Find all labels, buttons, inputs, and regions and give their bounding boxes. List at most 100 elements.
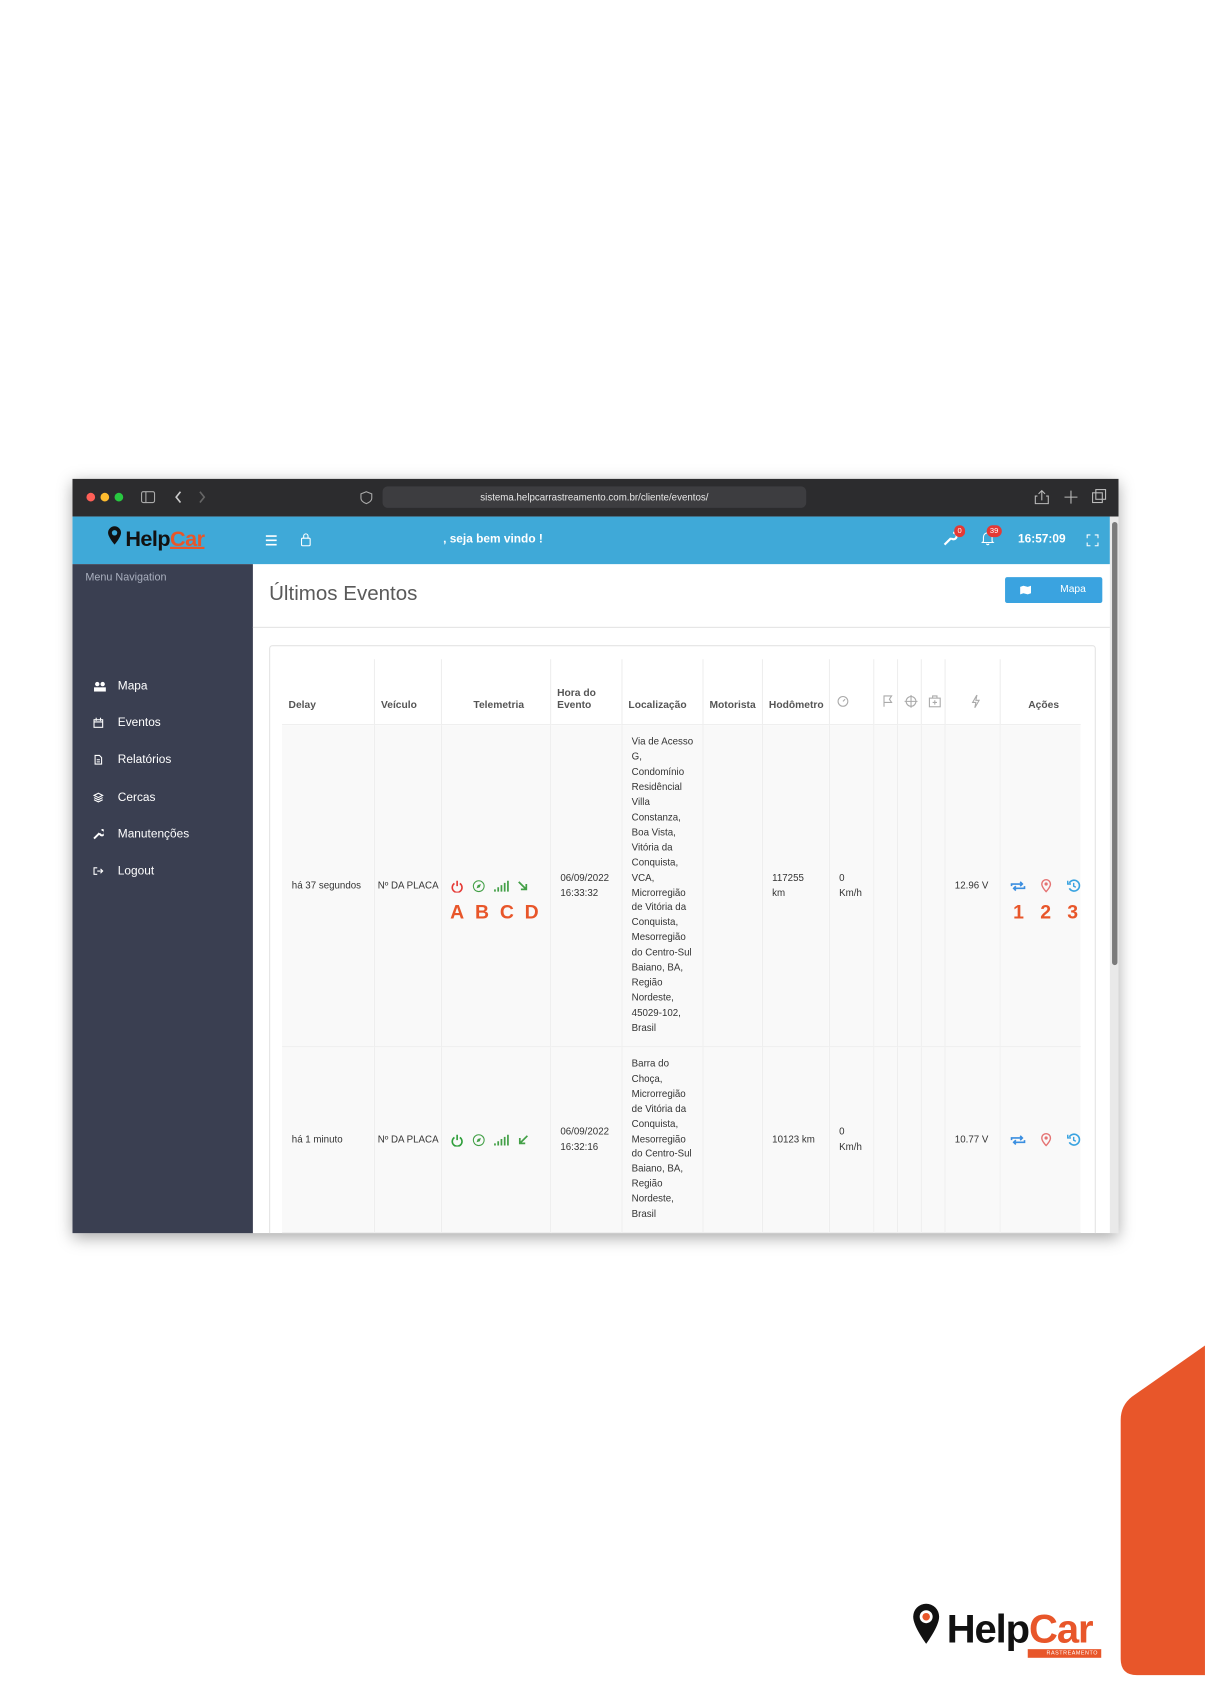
icon-part	[1034, 489, 1049, 505]
clock: 16:57:09	[1018, 532, 1066, 546]
telemetry-icons	[450, 879, 549, 893]
sidebar-item[interactable]: Logout	[72, 855, 252, 887]
icon-part	[94, 687, 106, 692]
icon-part	[1010, 1134, 1025, 1145]
icon-part	[472, 879, 485, 892]
odometer-cell: 117255 km	[761, 724, 829, 1047]
icon-part	[1068, 879, 1081, 892]
sidebar-item[interactable]: Eventos	[72, 707, 252, 739]
fullscreen-icon[interactable]	[1086, 534, 1099, 547]
action-icons[interactable]	[1009, 1132, 1081, 1147]
sidebar-item-label: Cercas	[117, 790, 156, 804]
case-cell	[920, 1046, 945, 1233]
icon-part	[931, 695, 937, 705]
voltage-cell: 12.96 V	[943, 724, 1000, 1047]
icon-part	[837, 695, 848, 707]
icon-part	[1020, 585, 1031, 595]
th-target-icon	[896, 659, 921, 725]
table-card	[269, 645, 1096, 1234]
icon-part	[111, 530, 118, 536]
browser-window: sistema.helpcarrastreamento.com.br/clien…	[72, 478, 1119, 1234]
annotation-letter: C	[499, 900, 514, 923]
icon-part	[1044, 1136, 1049, 1140]
icon-part	[472, 1133, 485, 1146]
icon-part	[518, 1134, 528, 1144]
events-table: Delay Veículo Telemetria Hora do Evento …	[282, 659, 1081, 1234]
icon-part	[472, 1133, 485, 1146]
icon-part	[928, 695, 941, 708]
icon-part	[94, 755, 103, 766]
sidebar-item[interactable]: Relatórios	[72, 744, 252, 776]
icon-part	[300, 537, 311, 547]
empty-cell	[282, 1232, 374, 1234]
icon-part	[93, 719, 104, 729]
icon-part	[1041, 878, 1052, 893]
empty-cell	[549, 1232, 622, 1234]
annotation-number: 2	[1040, 900, 1052, 923]
th-actions: Ações	[999, 659, 1081, 725]
map-button[interactable]: Mapa	[1005, 577, 1103, 604]
welcome-text: , seja bem vindo !	[443, 532, 543, 546]
icon-part	[882, 695, 893, 707]
icon-part	[114, 492, 124, 502]
url-bar[interactable]: sistema.helpcarrastreamento.com.br/clien…	[382, 486, 807, 508]
footer-logo-pin	[913, 1603, 940, 1644]
menu-icon[interactable]	[264, 533, 279, 548]
sidebar-item[interactable]: Cercas	[72, 781, 252, 813]
th-delay: Delay	[288, 699, 316, 712]
empty-cell	[828, 1232, 874, 1234]
empty-cell	[872, 1232, 897, 1234]
sidebar-item[interactable]: Mapa	[72, 670, 252, 702]
th-case-icon	[920, 659, 945, 725]
icon-part	[1120, 1345, 1205, 1676]
icon-part	[1067, 1134, 1077, 1142]
empty-cell	[373, 1232, 441, 1234]
sidebar-item-label: Eventos	[117, 716, 161, 730]
th-telemetry: Telemetria	[440, 659, 551, 725]
icon-part	[493, 880, 509, 892]
odometer-cell: 10123 km	[761, 1046, 829, 1233]
icon-part	[493, 880, 509, 892]
icon-part	[837, 695, 848, 707]
icon-part	[450, 1136, 463, 1147]
footer-logo: HelpCar RASTREAMENTO	[911, 1599, 1116, 1664]
map-icon	[1020, 585, 1031, 595]
browser-titlebar: sistema.helpcarrastreamento.com.br/clien…	[72, 478, 1119, 517]
icon-part	[450, 880, 463, 893]
case-cell	[920, 724, 945, 1047]
page-title: Últimos Eventos	[269, 582, 418, 606]
icon-part	[141, 491, 156, 504]
annotation-letter: B	[474, 900, 490, 923]
sidebar-item-label: Manutenções	[117, 827, 190, 841]
sidebar-item-label: Mapa	[117, 679, 148, 693]
speed-cell: 0 Km/h	[828, 724, 874, 1047]
icon-part	[1041, 1132, 1052, 1147]
icon-part	[265, 535, 277, 546]
icon-part	[95, 681, 100, 687]
map-button-label: Mapa	[1060, 583, 1086, 596]
lock-icon[interactable]	[299, 532, 312, 547]
telemetry-cell	[440, 1046, 551, 1233]
icon-part	[1010, 880, 1025, 891]
icon-part	[1067, 879, 1081, 892]
scroll-thumb[interactable]	[1112, 521, 1118, 966]
empty-cell	[761, 1232, 829, 1234]
empty-cell	[920, 1232, 945, 1234]
annotation-letter: A	[450, 900, 465, 923]
target-cell	[896, 1046, 921, 1233]
th-flag-icon	[872, 659, 897, 725]
action-icons[interactable]	[1009, 878, 1081, 893]
footer-tagline: RASTREAMENTO	[1027, 1649, 1102, 1658]
empty-cell	[896, 1232, 921, 1234]
icon-part	[175, 491, 182, 504]
url-text: sistema.helpcarrastreamento.com.br/clien…	[480, 491, 709, 503]
th-location: Localização	[620, 659, 703, 725]
footer-car: Car	[1029, 1607, 1094, 1652]
sidebar-item[interactable]: Manutenções	[72, 818, 252, 850]
icon-part	[882, 695, 893, 707]
icon-part	[518, 1134, 528, 1144]
